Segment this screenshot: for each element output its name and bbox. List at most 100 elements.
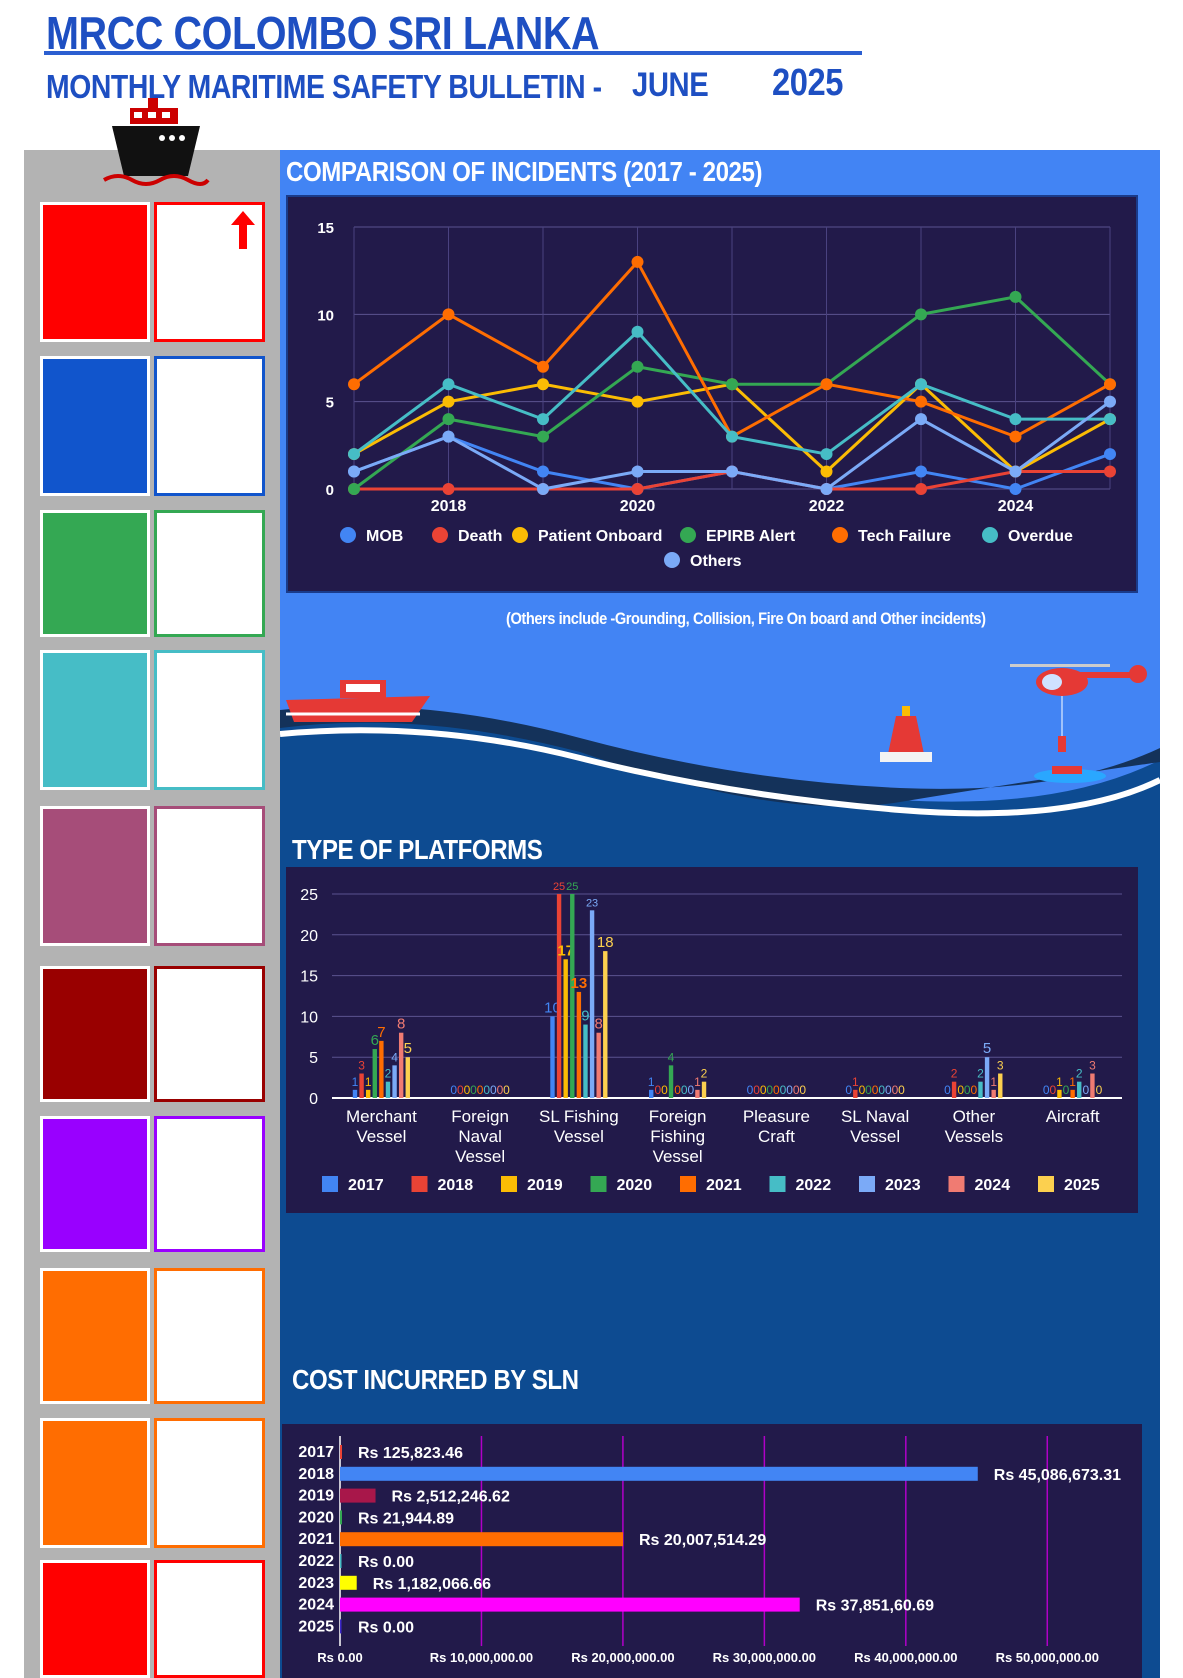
legend-marker [411,1176,428,1192]
legend-label: EPIRB Alert [706,528,796,545]
data-point [726,465,738,478]
category-label: SL Fishing [539,1107,619,1126]
legend-marker [322,1176,338,1192]
x-tick-label: Rs 50,000,000.00 [996,1650,1099,1665]
others-note: (Others include -Grounding, Collision, F… [506,609,986,628]
bar [978,1081,983,1098]
data-point [537,483,549,495]
bar [701,1081,707,1098]
year-label: 2018 [298,1466,334,1483]
year-label: 2019 [298,1488,334,1505]
data-point [820,465,833,478]
year-label: 2025 [298,1618,334,1635]
bar [385,1081,391,1098]
bar-value-label: 23 [586,897,598,909]
category-label: Vessel [554,1127,604,1146]
data-point [915,483,927,495]
y-tick-label: 10 [300,1009,318,1026]
category-label: SL Naval [841,1107,909,1126]
bar-value-label: 10 [544,999,561,1016]
bar-value-label: 0 [681,1083,688,1097]
data-point [348,465,360,478]
bar-value-label: 0 [964,1083,971,1097]
cost-chart-title: COST INCURRED BY SLN [292,1364,579,1395]
cost-bar [340,1510,342,1525]
data-point [442,308,455,321]
data-point [726,378,738,391]
y-tick-label: 10 [317,307,334,324]
category-label: Craft [758,1127,795,1146]
stat-card-5 [40,966,150,1102]
y-tick-label: 0 [309,1091,318,1108]
stat-card-2 [40,510,150,637]
bar [668,1065,674,1098]
bar [1090,1073,1095,1098]
bar [352,1089,358,1098]
category-label: Vessel [850,1127,900,1146]
bar [984,1057,990,1098]
bar-value-label: 0 [773,1083,780,1097]
data-point [631,255,644,268]
legend-label: Others [690,553,742,570]
bar-value-label: 25 [566,881,578,893]
bar-value-label: 4 [668,1050,675,1064]
stat-percent-card-7 [154,1268,265,1404]
y-tick-label: 15 [300,969,318,986]
bar-value-label: 0 [654,1083,661,1097]
data-point [915,413,927,426]
bar [563,959,568,1098]
bar-value-label: 5 [983,1040,991,1057]
cost-value-label: Rs 0.00 [358,1619,414,1636]
year-label: 2022 [298,1553,334,1570]
data-point [1104,378,1116,391]
stat-percent-card-3 [154,650,265,790]
data-point [631,483,644,495]
header-divider [44,51,862,55]
legend-label: 2019 [527,1177,563,1194]
data-point [537,360,549,373]
cost-bar [340,1619,342,1634]
stat-percent-card-1 [154,356,265,496]
x-tick-label: 2018 [431,498,467,515]
legend-label: 2022 [796,1177,832,1194]
cost-bar [340,1554,342,1568]
bar [405,1057,410,1098]
year-label: 2017 [298,1444,334,1461]
bar-value-label: 0 [687,1083,694,1097]
bar-value-label: 1 [1069,1075,1076,1089]
line-chart-title: COMPARISON OF INCIDENTS (2017 - 2025) [286,156,763,187]
bar-value-label: 0 [786,1083,793,1097]
cost-value-label: Rs 1,182,066.66 [373,1576,491,1593]
data-point [537,378,549,391]
stat-percent-card-4 [154,806,265,946]
stat-card-0 [40,202,150,342]
bar-value-label: 3 [358,1059,365,1073]
data-point [442,430,455,443]
data-point [820,483,833,495]
category-label: Foreign [451,1107,509,1126]
legend-marker [769,1176,786,1192]
stat-percent-card-6 [154,1116,265,1252]
bar-value-label: 25 [553,881,565,893]
bar-value-label: 0 [766,1083,773,1097]
cost-value-label: Rs 20,007,514.29 [639,1532,766,1549]
cost-bar-chart: Rs 0.00 Rs 10,000,000.00 Rs 20,000,000.00 R… [282,1424,1142,1678]
data-point [1009,465,1022,478]
stat-card-9 [40,1560,150,1678]
stat-card-7 [40,1268,150,1404]
category-label: Vessel [356,1127,406,1146]
data-point [915,465,927,478]
bar-value-label: 2 [977,1067,984,1081]
bar-value-label: 0 [490,1083,497,1097]
legend-marker [512,527,528,543]
year-label: 2021 [298,1531,334,1548]
legend-label: 2024 [975,1177,1011,1194]
sea-scene [280,664,1160,828]
category-label: Other [953,1107,996,1126]
bar [951,1081,957,1098]
bar-value-label: 0 [898,1083,905,1097]
year-label: 2023 [298,1575,334,1592]
cost-value-label: Rs 45,086,673.31 [994,1467,1121,1484]
data-point [1104,448,1116,461]
data-point [726,430,738,443]
